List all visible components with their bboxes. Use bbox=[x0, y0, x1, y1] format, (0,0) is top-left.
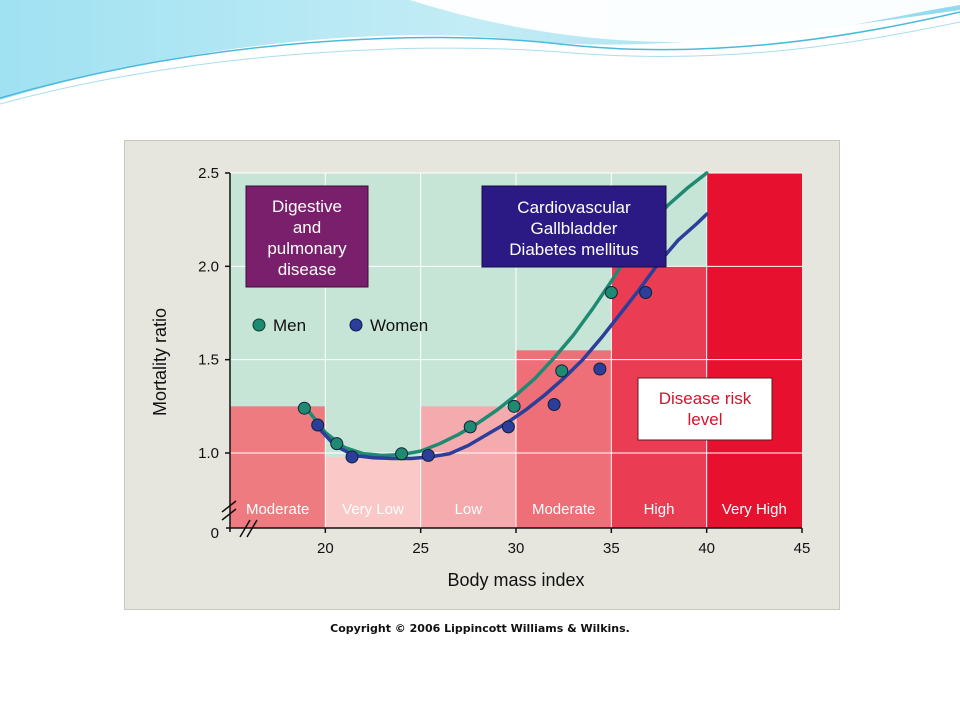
x-tick-label-45: 45 bbox=[794, 540, 811, 557]
annotation-cardiovascular-box bbox=[481, 185, 667, 268]
risk-band-label-4: High bbox=[644, 501, 675, 518]
x-tick-label-25: 25 bbox=[412, 540, 429, 557]
annotation-digestive-line-2: and bbox=[293, 218, 321, 237]
x-axis-break-1 bbox=[239, 519, 251, 538]
annotation-digestive: Digestive and pulmonary disease bbox=[245, 185, 369, 288]
wave-line bbox=[0, 11, 960, 99]
y-axis-break-2 bbox=[221, 508, 237, 521]
point-women-2 bbox=[421, 448, 435, 462]
y-tick-label-2.5: 2.5 bbox=[198, 165, 219, 182]
annotation-cardiovascular-line-1: Cardiovascular bbox=[517, 198, 631, 217]
point-men-5 bbox=[555, 364, 569, 378]
risk-band-label-0: Moderate bbox=[246, 501, 309, 518]
y-tick-label-2.0: 2.0 bbox=[198, 258, 219, 275]
annotation-digestive-line-4: disease bbox=[278, 260, 337, 279]
risk-band-label-1: Very Low bbox=[342, 501, 404, 518]
annotation-risk-level-line-2: level bbox=[688, 410, 723, 429]
curve-women bbox=[314, 212, 709, 461]
annotation-cardiovascular-line-2: Gallbladder bbox=[531, 219, 618, 238]
legend: Men Women bbox=[252, 316, 428, 335]
legend-label-women: Women bbox=[370, 316, 428, 335]
annotation-risk-level-box bbox=[637, 377, 773, 441]
x-axis-label: Body mass index bbox=[447, 570, 584, 590]
point-men-0 bbox=[297, 401, 311, 415]
point-women-5 bbox=[593, 362, 607, 376]
point-women-6 bbox=[639, 285, 653, 299]
annotation-digestive-line-3: pulmonary bbox=[267, 239, 347, 258]
wave-highlight bbox=[410, 0, 960, 43]
x-tick-label-30: 30 bbox=[508, 540, 525, 557]
risk-bands bbox=[230, 173, 802, 528]
point-women-3 bbox=[501, 420, 515, 434]
annotation-cardiovascular: Cardiovascular Gallbladder Diabetes mell… bbox=[481, 185, 667, 268]
point-women-0 bbox=[311, 418, 325, 432]
annotation-risk-level: Disease risk level bbox=[637, 377, 773, 441]
y-tick-label-0: 0 bbox=[211, 525, 219, 542]
x-axis-break-2 bbox=[246, 519, 258, 538]
y-axis-label: Mortality ratio bbox=[150, 308, 170, 416]
annotation-digestive-line-1: Digestive bbox=[272, 197, 342, 216]
risk-band-label-5: Very High bbox=[722, 501, 787, 518]
slide-header-waves bbox=[0, 0, 960, 105]
point-men-1 bbox=[330, 437, 344, 451]
risk-band-label-2: Low bbox=[455, 501, 483, 518]
point-men-4 bbox=[507, 399, 521, 413]
risk-band-0 bbox=[230, 406, 326, 528]
point-women-4 bbox=[547, 397, 561, 411]
copyright-notice: Copyright © 2006 Lippincott Williams & W… bbox=[330, 622, 630, 635]
legend-marker-women bbox=[349, 318, 363, 332]
point-men-6 bbox=[604, 285, 618, 299]
y-axis-break-1 bbox=[221, 500, 237, 513]
risk-band-5 bbox=[706, 173, 802, 528]
annotation-cardiovascular-line-3: Diabetes mellitus bbox=[509, 240, 638, 259]
x-tick-label-40: 40 bbox=[698, 540, 715, 557]
point-women-1 bbox=[345, 450, 359, 464]
legend-label-men: Men bbox=[273, 316, 306, 335]
data-points bbox=[297, 285, 653, 464]
y-tick-label-1.5: 1.5 bbox=[198, 352, 219, 369]
annotation-risk-level-line-1: Disease risk bbox=[659, 389, 752, 408]
risk-band-label-3: Moderate bbox=[532, 501, 595, 518]
wave-line-2 bbox=[0, 21, 960, 105]
risk-band-1 bbox=[325, 456, 421, 528]
x-tick-label-35: 35 bbox=[603, 540, 620, 557]
x-tick-label-20: 20 bbox=[317, 540, 334, 557]
legend-marker-men bbox=[252, 318, 266, 332]
y-tick-label-1.0: 1.0 bbox=[198, 445, 219, 462]
point-men-3 bbox=[463, 420, 477, 434]
risk-band-labels: Moderate Very Low Low Moderate High Very High bbox=[246, 501, 787, 518]
point-men-2 bbox=[395, 447, 409, 461]
tick-labels: 20 25 30 35 40 45 0 1.0 1.5 2.0 2.5 bbox=[198, 165, 810, 557]
annotation-digestive-box bbox=[245, 185, 369, 288]
